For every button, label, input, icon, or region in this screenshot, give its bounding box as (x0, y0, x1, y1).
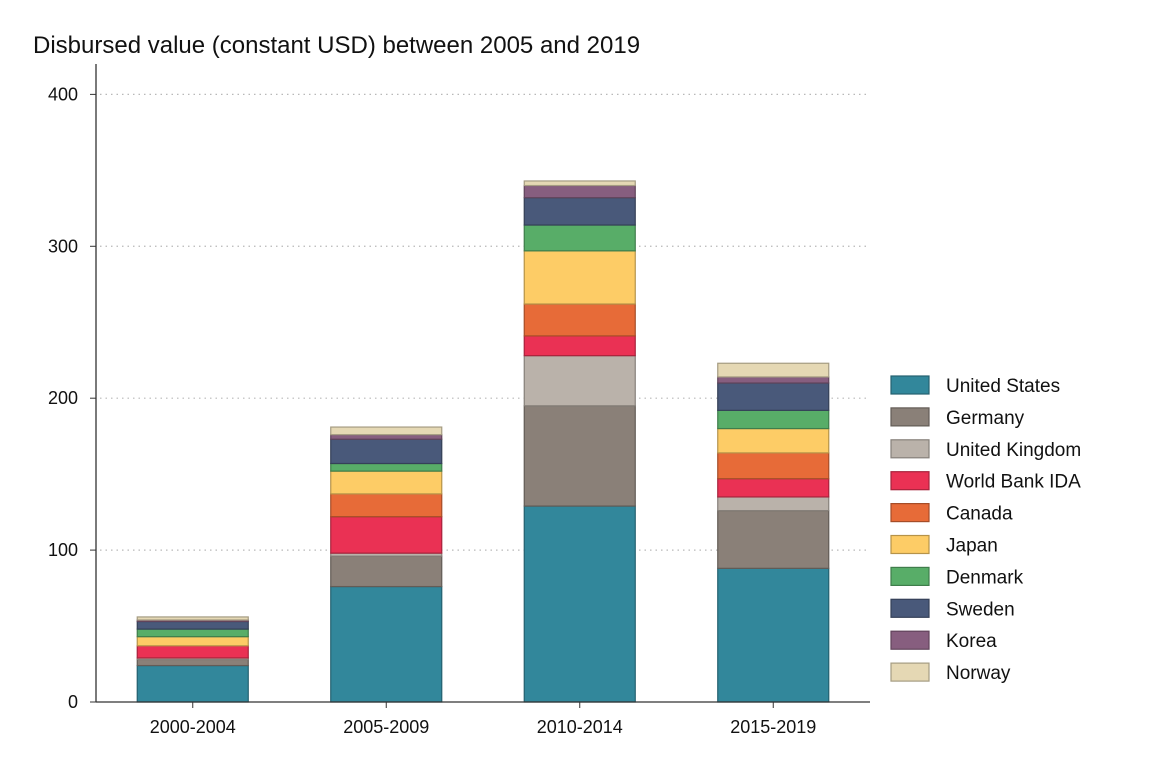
bar-segment (330, 470, 443, 495)
legend-swatch (890, 598, 930, 618)
legend-label: World Bank IDA (946, 472, 1081, 493)
bar-segment (523, 335, 636, 357)
bar-segment (330, 555, 443, 588)
bar-segment (330, 462, 443, 472)
legend-label: Korea (946, 631, 997, 652)
bar-segment (523, 180, 636, 187)
y-tick-label: 0 (68, 692, 78, 712)
y-tick-label: 200 (48, 388, 78, 408)
x-tick-label: 2005-2009 (343, 717, 429, 737)
bars (136, 180, 830, 703)
bar-segment (717, 427, 830, 454)
grid (100, 93, 870, 551)
bar-segment (136, 636, 249, 647)
bar-segment (330, 585, 443, 703)
bar-segment (717, 452, 830, 480)
legend-swatch (890, 534, 930, 555)
bar-segment (136, 628, 249, 638)
legend-swatch (890, 439, 930, 459)
bar-segment (523, 197, 636, 226)
bar-segment (136, 620, 249, 630)
legend-swatch (890, 407, 930, 427)
bar-segment (717, 567, 830, 703)
y-tick-label: 100 (48, 540, 78, 560)
chart-title: Disbursed value (constant USD) between 2… (33, 32, 640, 59)
legend-swatch (890, 662, 930, 682)
x-tick-label: 2015-2019 (730, 717, 816, 737)
legend-label: Sweden (946, 599, 1015, 620)
bar-segment (717, 496, 830, 512)
legend-swatch (890, 375, 930, 395)
legend-label: Norway (946, 663, 1011, 684)
legend-swatch (890, 503, 930, 523)
bar-segment (523, 405, 636, 507)
bar-segment (136, 645, 249, 659)
x-tick-label: 2000-2004 (150, 717, 236, 737)
y-tick-label: 300 (48, 236, 78, 256)
bar-segment (330, 434, 443, 440)
bar-segment (330, 516, 443, 554)
bar-segment (523, 303, 636, 337)
legend-label: Germany (946, 408, 1025, 429)
bar-segment (136, 664, 249, 703)
bar-segment (523, 224, 636, 252)
legend-label: United Kingdom (946, 440, 1081, 461)
axes (90, 64, 870, 708)
bar-segment (717, 376, 830, 384)
bar-segment (717, 478, 830, 498)
legend-swatch (890, 630, 930, 650)
bar-segment (330, 493, 443, 518)
legend-label: Japan (946, 536, 998, 557)
bar-segment (136, 616, 249, 621)
bar-segment (136, 658, 249, 667)
legend-swatch (890, 471, 930, 491)
bar-segment (523, 355, 636, 407)
bar-segment (523, 184, 636, 199)
bar-segment (330, 438, 443, 465)
legend-label: Denmark (946, 567, 1024, 588)
bar-segment (717, 510, 830, 569)
legend-label: United States (946, 376, 1060, 397)
legend-label: Canada (946, 504, 1013, 525)
bar-segment (717, 382, 830, 411)
legend: United States Germany United Kingdom World … (890, 375, 1081, 684)
bar-segment (330, 426, 443, 436)
bar-segment (523, 505, 636, 703)
bar-segment (717, 362, 830, 378)
tick-labels: 0 100 200 300 400 2000-2004 2005-2009 2010-2014… (48, 84, 816, 737)
y-tick-label: 400 (48, 84, 78, 104)
bar-segment (717, 409, 830, 430)
legend-swatch (890, 566, 930, 587)
bar-segment (523, 250, 636, 305)
x-tick-label: 2010-2014 (537, 717, 623, 737)
